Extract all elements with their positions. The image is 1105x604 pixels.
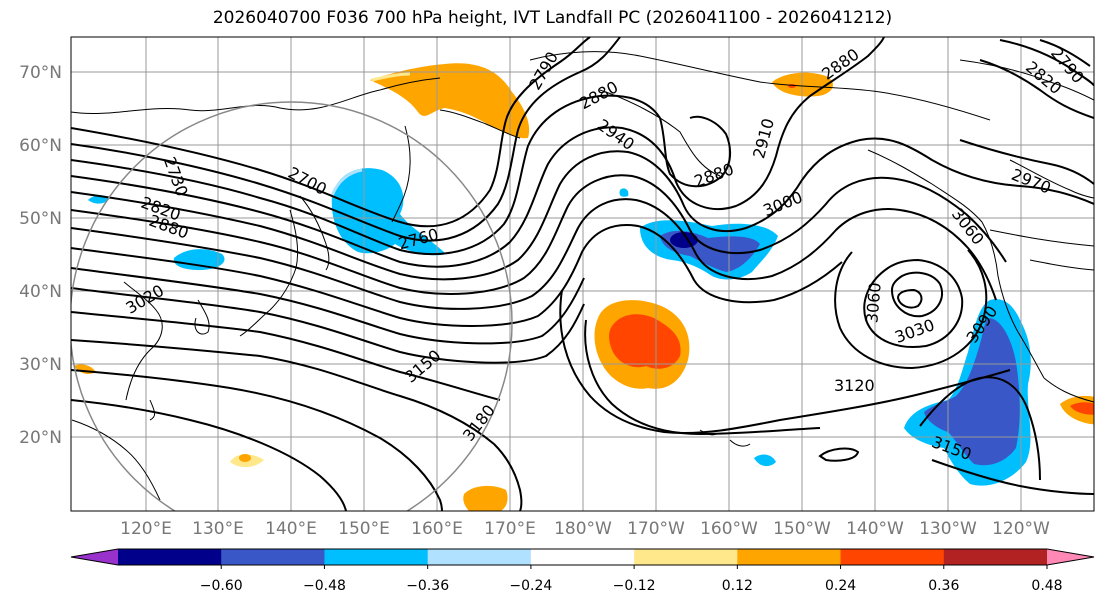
lat-label: 20°N [19, 428, 62, 448]
contour-label: 3060 [862, 282, 884, 324]
lon-label: 120°E [120, 519, 172, 539]
lon-label: 140°W [846, 519, 904, 539]
lat-label: 30°N [19, 355, 62, 375]
colorbar-segment [221, 549, 325, 565]
lon-label: 160°W [700, 519, 758, 539]
lat-label: 70°N [19, 63, 62, 83]
map-panel: 2790 2880 2880 2940 2880 2910 3000 2970 … [71, 37, 1094, 511]
colorbar: −0.60 −0.48 −0.36 −0.24 −0.12 0.12 0.24 0.36 0.4… [70, 548, 1095, 594]
lon-label: 170°E [484, 519, 536, 539]
colorbar-segment [634, 549, 738, 565]
colorbar-extension-max [1047, 549, 1094, 565]
lon-label: 160°E [411, 519, 463, 539]
colorbar-tick-label: −0.24 [509, 578, 552, 594]
map-frame [70, 36, 1095, 512]
longitude-labels: 120°E 130°E 140°E 150°E 160°E 170°E 180°… [120, 519, 1050, 539]
lat-label: 50°N [19, 209, 62, 229]
contour-label: 3120 [834, 376, 875, 395]
colorbar-tick-label: 0.48 [1031, 578, 1062, 594]
latitude-labels: 70°N 60°N 50°N 40°N 30°N 20°N [19, 63, 62, 448]
graticule [71, 37, 1094, 511]
lon-label: 150°E [338, 519, 390, 539]
lon-label: 120°W [992, 519, 1050, 539]
range-circle [71, 101, 513, 511]
lon-label: 180°W [554, 519, 612, 539]
colorbar-segment [943, 549, 1048, 565]
colorbar-tick-label: 0.36 [928, 578, 959, 594]
colorbar-extension-min [71, 549, 118, 565]
colorbar-outline [70, 548, 1095, 566]
colorbar-segment [737, 549, 842, 565]
colorbar-segment [324, 549, 429, 565]
lon-label: 170°W [627, 519, 685, 539]
colorbar-tick-label: 0.12 [722, 578, 753, 594]
lon-label: 130°W [919, 519, 977, 539]
colorbar-segment [530, 549, 635, 565]
lat-label: 40°N [19, 282, 62, 302]
colorbar-segment [840, 549, 945, 565]
colorbar-tick-label: −0.48 [303, 578, 346, 594]
coastlines [71, 51, 1094, 501]
colorbar-segment [427, 549, 532, 565]
colorbar-tick-label: 0.24 [825, 578, 856, 594]
colorbar-tick-label: −0.60 [200, 578, 243, 594]
colorbar-tick-label: −0.12 [613, 578, 656, 594]
map-title: 2026040700 F036 700 hPa height, IVT Land… [212, 8, 893, 28]
colorbar-segment [118, 549, 222, 565]
colorbar-tick-label: −0.36 [406, 578, 449, 594]
lon-label: 140°E [265, 519, 317, 539]
lon-label: 130°E [192, 519, 244, 539]
lat-label: 60°N [19, 136, 62, 156]
height-contours [71, 37, 1094, 511]
lon-label: 150°W [773, 519, 831, 539]
